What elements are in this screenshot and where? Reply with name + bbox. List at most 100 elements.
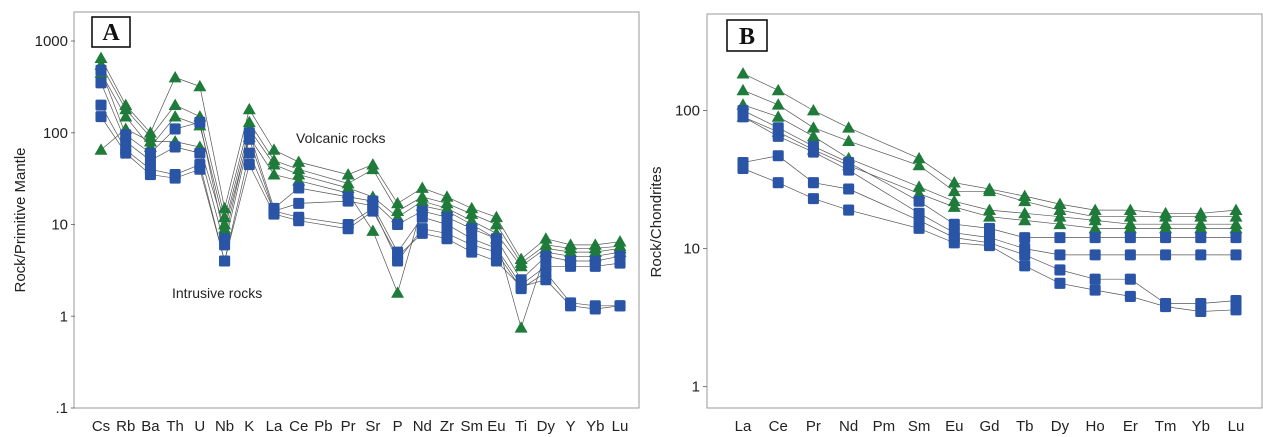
panel-a-x-tick-Sr: Sr — [365, 418, 380, 435]
annotation-intrusive-rocks: Intrusive rocks — [172, 285, 262, 301]
panel-b-series-line-4 — [742, 110, 1236, 238]
panel-a-x-tick-Pr: Pr — [341, 418, 356, 435]
panel-b-point-s5-Ho — [1089, 249, 1101, 261]
panel-b-point-s0-Er — [1123, 203, 1137, 215]
panel-a-point-s3-La — [267, 168, 281, 180]
panel-a-point-s7-Dy — [540, 274, 552, 286]
panel-b-series-lines — [742, 73, 1237, 312]
panel-a-point-s1-Th — [168, 98, 182, 111]
panel-b-point-s5-Pr — [807, 146, 819, 158]
panel-a-x-tick-La: La — [266, 418, 283, 435]
panel-a-point-s7-U — [194, 163, 206, 175]
panel-b-markers — [736, 67, 1243, 318]
panel-a-point-s4-Dy — [540, 250, 552, 262]
panel-b-point-s3-Lu — [1229, 221, 1243, 234]
panel-a-x-tick-Th: Th — [166, 418, 184, 435]
panel-b-point-s6-Ce — [772, 150, 784, 162]
panel-a-point-s7-Th — [169, 172, 181, 184]
panel-b-point-s5-La — [737, 111, 749, 123]
panel-b-point-s7-Pr — [807, 193, 819, 205]
panel-a-point-s0-Sm — [465, 201, 479, 214]
panel-a-y-tick-1: 100 — [43, 125, 68, 142]
panel-a-point-s1-Eu — [489, 218, 503, 230]
panel-a-x-tick-Ba: Ba — [141, 418, 160, 435]
panel-a-x-tick-Rb: Rb — [116, 418, 135, 435]
panel-a-point-s5-Ba — [144, 154, 156, 166]
panel-b-point-s3-Yb — [1194, 221, 1208, 234]
panel-a-point-s7-Yb — [589, 303, 601, 315]
panel-a-point-s7-Sr — [367, 205, 379, 217]
panel-a-point-s5-K — [243, 133, 255, 145]
panel-b-series-line-5 — [742, 116, 1236, 256]
panel-a-point-s4-Eu — [490, 233, 502, 245]
panel-b-point-s5-Nd — [843, 164, 855, 176]
panel-b-point-s2-Sm — [912, 180, 926, 192]
panel-b-point-s7-Eu — [948, 237, 960, 249]
panel-a-point-s5-Lu — [614, 257, 626, 269]
panel-a-x-tick-Sm: Sm — [460, 418, 483, 435]
panel-b-point-s3-Gd — [983, 210, 996, 222]
panel-a-point-s1-Sm — [465, 207, 479, 219]
panel-a-y-axis-label: Rock/Primitive Mantle — [12, 147, 29, 292]
panel-b-x-tick-Yb: Yb — [1192, 418, 1210, 435]
panel-a-point-s3-P — [391, 286, 405, 298]
panel-a-y-tick-0: 1000 — [35, 33, 68, 50]
panel-b-point-s0-Lu — [1229, 203, 1243, 215]
panel-b-x-tick-La: La — [735, 418, 752, 435]
panel-b-point-s1-Er — [1123, 210, 1137, 222]
panel-b-point-s0-Ho — [1088, 203, 1102, 215]
panel-a-point-s7-La — [268, 208, 280, 220]
panel-b-point-s6-Dy — [1054, 264, 1066, 276]
panel-a-point-s1-P — [391, 204, 405, 216]
panel-b-point-s3-Tb — [1018, 213, 1032, 226]
panel-b-point-s4-Sm — [913, 195, 925, 207]
panel-b-point-s7-Yb — [1195, 305, 1207, 318]
panel-b-point-s3-Sm — [912, 187, 926, 199]
panel-b-point-s3-Ho — [1088, 221, 1102, 234]
panel-b-x-tick-Dy: Dy — [1051, 418, 1070, 435]
panel-a-point-s3-Cs — [94, 143, 108, 155]
panel-a-point-s0-Nb — [218, 201, 232, 214]
panel-a-point-s0-P — [391, 196, 405, 209]
panel-b-point-s4-Tm — [1160, 232, 1172, 244]
panel-a-point-s4-Ce — [293, 182, 305, 194]
panel-a-point-s7-P — [392, 250, 404, 262]
panel-b-point-s2-Gd — [983, 203, 996, 215]
panel-a-point-s0-U — [193, 79, 207, 92]
panel-b-point-s2-Tb — [1018, 206, 1032, 219]
panel-b-point-s1-Nd — [842, 134, 856, 147]
panel-a-point-s7-Pr — [342, 223, 354, 235]
panel-b-point-s1-Gd — [983, 184, 996, 197]
panel-b-x-tick-Ho: Ho — [1086, 418, 1105, 435]
panel-b-point-s0-Ce — [771, 83, 785, 96]
panel-a-point-s3-Sr — [366, 224, 380, 236]
panel-a-label: A — [102, 20, 120, 46]
panel-b-x-tick-Ce: Ce — [769, 418, 788, 435]
panel-a-point-s0-Eu — [489, 210, 503, 223]
panel-a-point-s0-Cs — [94, 51, 108, 64]
panel-b-x-tick-Er: Er — [1123, 418, 1138, 435]
panel-b-point-s1-Tb — [1018, 194, 1032, 207]
panel-a-y-tick-2: 10 — [51, 217, 68, 234]
panel-a-point-s1-K — [242, 115, 256, 128]
panel-a-plot-frame — [73, 11, 640, 409]
panel-a-point-s2-Th — [168, 110, 182, 122]
panel-a-point-s4-Th — [169, 123, 181, 135]
panel-a-point-s7-Nb — [219, 255, 231, 267]
panel-b-point-s4-Yb — [1195, 232, 1207, 244]
panel-b-y-tick-2: 1 — [692, 379, 700, 396]
panel-b-point-s6-Nd — [843, 183, 855, 195]
panel-a-point-s6-Cs — [95, 99, 107, 111]
panel-a-point-s7-Zr — [441, 233, 453, 245]
panel-b-point-s6-Lu — [1230, 295, 1242, 307]
panel-a-x-tick-Pb: Pb — [314, 418, 332, 435]
panel-a-y-tick-4: .1 — [55, 400, 68, 417]
panel-b-point-s7-Ce — [772, 177, 784, 189]
panel-b-point-s0-La — [736, 67, 750, 79]
panel-b-point-s4-Ce — [772, 122, 784, 134]
panel-a-x-tick-Yb: Yb — [586, 418, 604, 435]
panel-b-x-tick-Pm: Pm — [873, 418, 896, 435]
panel-b-point-s2-Ho — [1088, 213, 1102, 226]
panel-b-point-s2-Eu — [947, 194, 961, 207]
panel-b-plot-frame — [706, 13, 1263, 409]
